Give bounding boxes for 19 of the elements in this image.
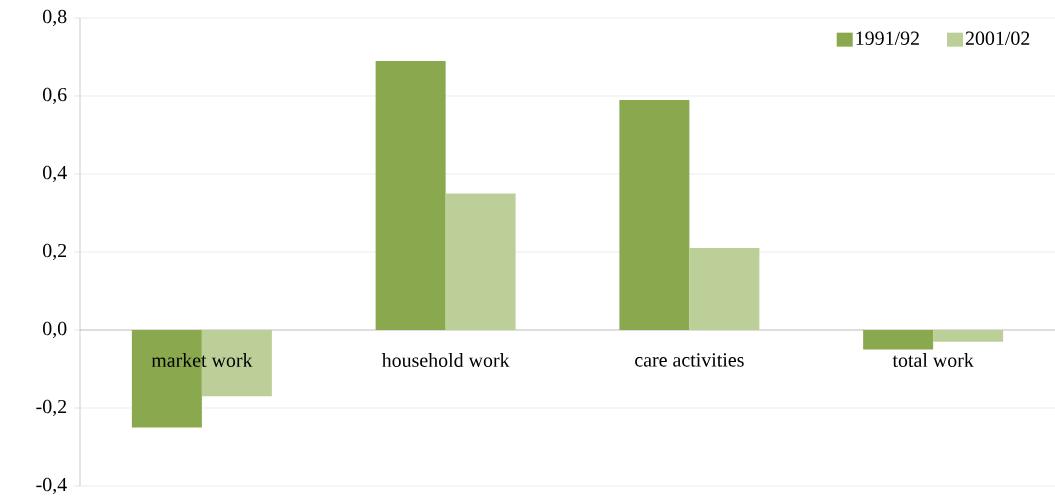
y-tick-label: -0,2 [36, 399, 67, 417]
x-tick-label: care activities [635, 353, 744, 367]
x-tick-label: household work [381, 352, 510, 367]
bar [375, 60, 446, 330]
bar [689, 248, 760, 330]
legend-label: 2001/02 [965, 31, 1030, 45]
y-tick-label: 0,2 [43, 243, 67, 261]
bar [445, 193, 516, 330]
y-tick-label: 0,6 [43, 87, 67, 105]
x-tick-label: market work [151, 352, 253, 367]
y-tick-label: -0,4 [36, 477, 67, 495]
y-tick-label: 0,0 [43, 321, 67, 339]
y-tick-label: 0,8 [43, 9, 67, 27]
y-tick-label: 0,4 [43, 165, 67, 183]
bar [933, 330, 1004, 342]
bar [619, 99, 690, 330]
bar [863, 330, 934, 350]
x-tick-label: total work [892, 352, 974, 367]
legend-label: 1991/92 [856, 31, 919, 45]
